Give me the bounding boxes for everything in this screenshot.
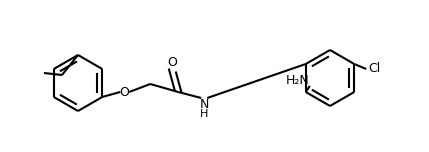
Text: O: O: [119, 85, 129, 98]
Text: H₂N: H₂N: [286, 74, 310, 86]
Text: N: N: [199, 98, 209, 112]
Text: Cl: Cl: [368, 62, 381, 76]
Text: H: H: [200, 109, 208, 119]
Text: O: O: [167, 57, 177, 69]
